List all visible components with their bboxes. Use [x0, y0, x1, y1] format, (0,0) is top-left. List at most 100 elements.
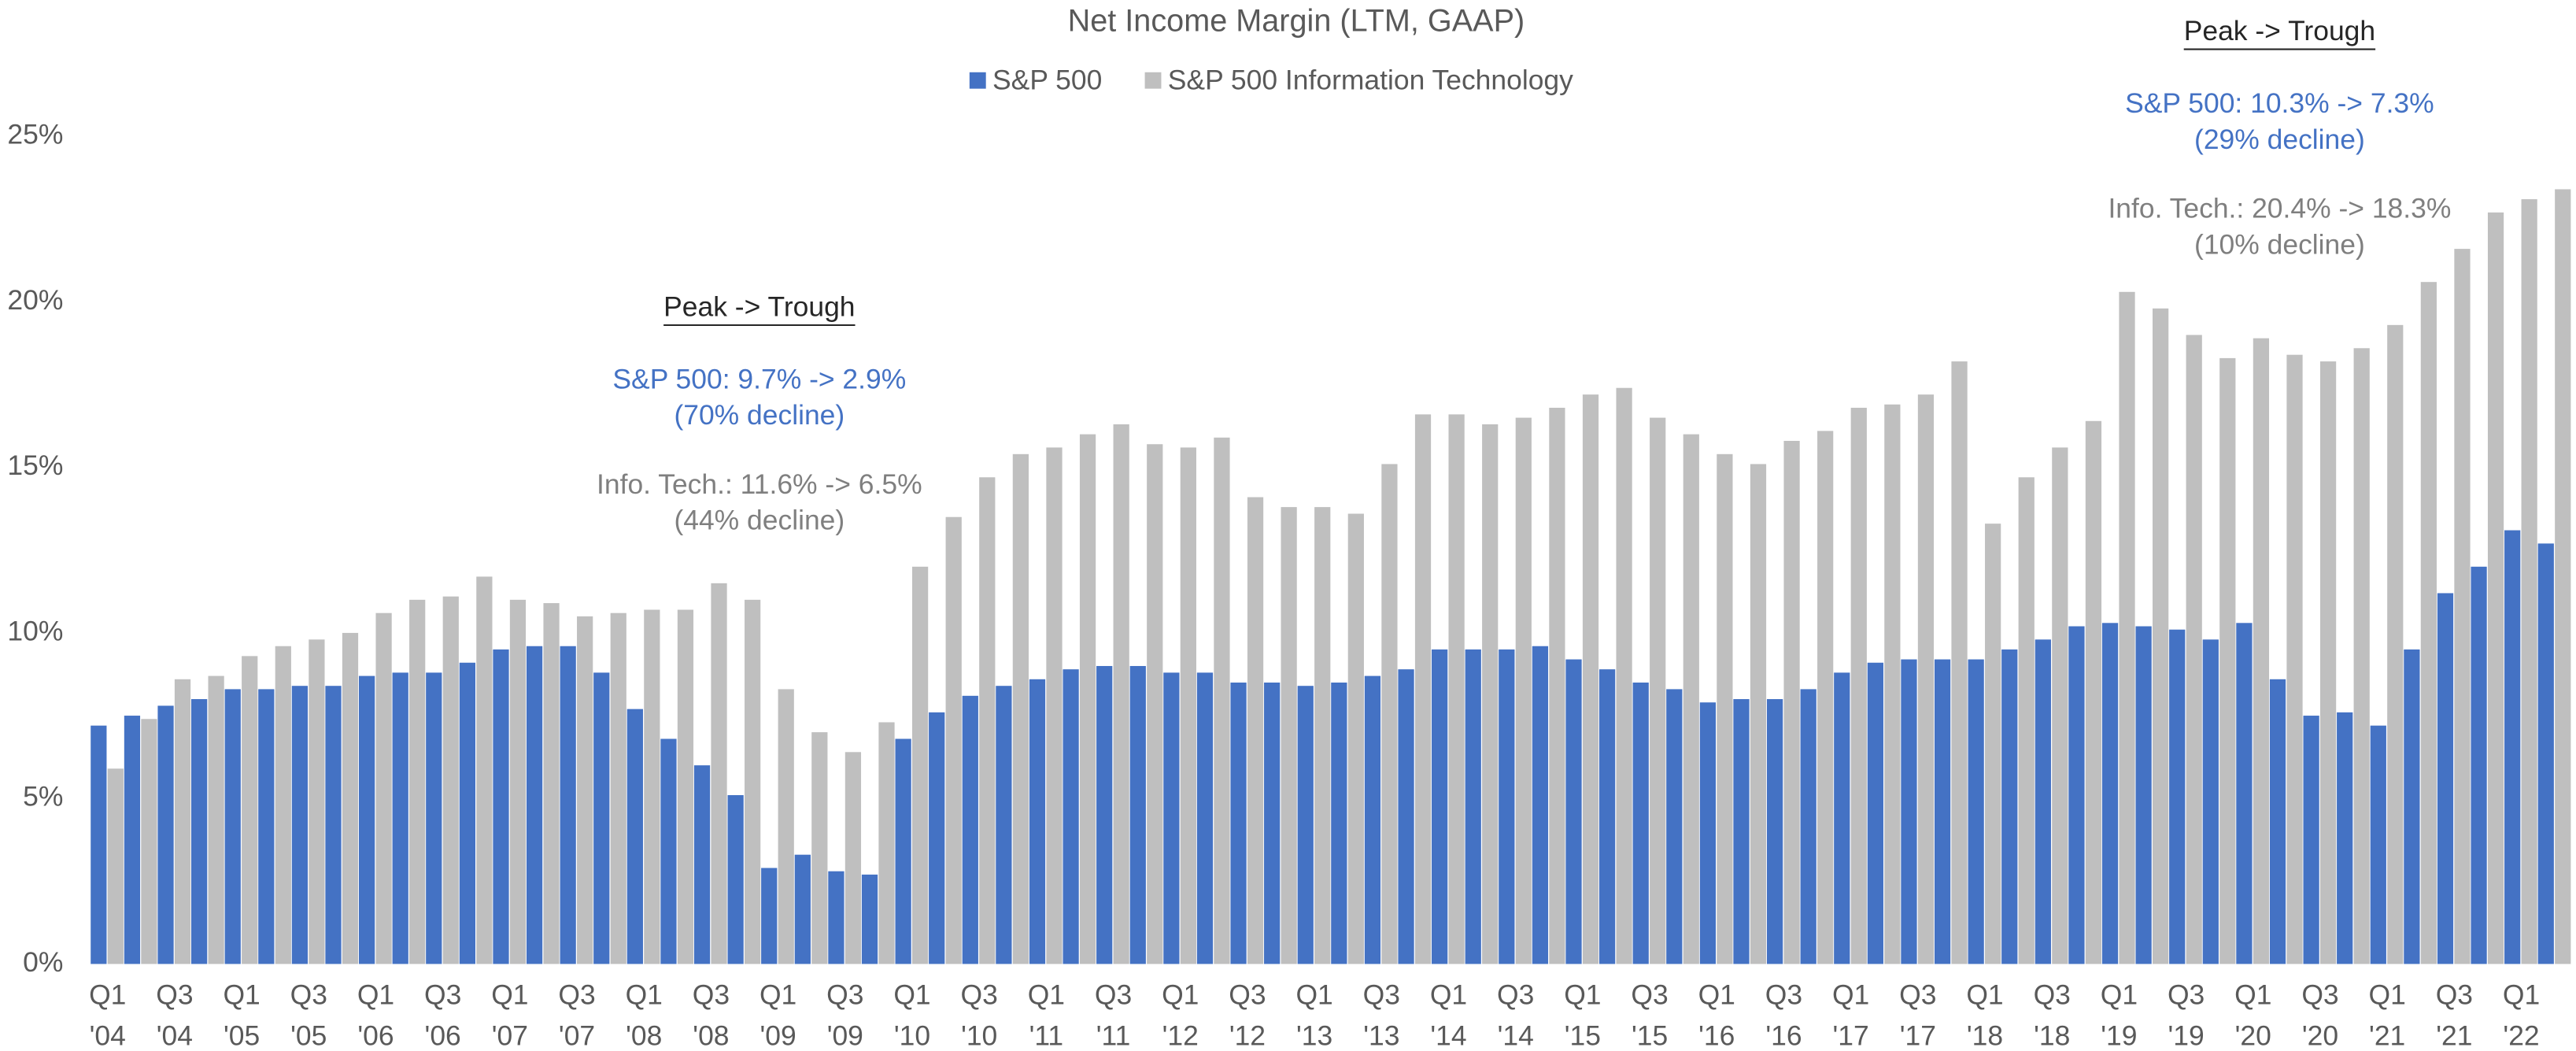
x-tick-label: Q3 — [424, 979, 461, 1011]
x-tick-label: '16 — [1765, 1020, 1802, 1051]
bar — [828, 871, 844, 964]
x-tick-label: Q3 — [961, 979, 998, 1011]
legend-swatch — [1144, 72, 1162, 89]
x-tick-label: '05 — [224, 1020, 260, 1051]
y-tick-label: 25% — [7, 118, 63, 150]
x-tick-label: '10 — [894, 1020, 930, 1051]
x-tick-label: '17 — [1900, 1020, 1936, 1051]
x-tick-label: Q3 — [1765, 979, 1802, 1011]
bar — [878, 722, 895, 964]
x-tick-label: '21 — [2436, 1020, 2472, 1051]
bar — [1884, 404, 1901, 964]
x-tick-label: '04 — [90, 1020, 126, 1051]
legend-label: S&P 500 Information Technology — [1168, 65, 1573, 96]
bar — [242, 656, 258, 964]
bar — [1582, 394, 1599, 964]
bar — [1414, 414, 1432, 964]
bar — [208, 675, 224, 964]
bar — [2437, 593, 2454, 964]
bar — [2387, 324, 2404, 964]
bar — [1817, 431, 1834, 964]
bar — [291, 686, 309, 964]
bar — [1901, 659, 1917, 964]
x-tick-label: '13 — [1296, 1020, 1332, 1051]
bar — [2152, 308, 2169, 964]
bar — [1549, 407, 1565, 964]
bar — [107, 768, 124, 964]
x-tick-label: Q1 — [2369, 979, 2406, 1011]
x-tick-label: '21 — [2369, 1020, 2405, 1051]
bar — [1214, 437, 1230, 964]
bar — [1465, 649, 1481, 964]
bar — [1917, 394, 1935, 964]
bar — [2068, 626, 2085, 964]
x-tick-label: Q3 — [1229, 979, 1266, 1011]
bar — [1565, 659, 1582, 964]
bar — [2219, 357, 2236, 964]
x-tick-label: Q1 — [1295, 979, 1332, 1011]
x-tick-label: '11 — [1029, 1020, 1064, 1051]
bar — [644, 609, 660, 964]
bar — [693, 765, 711, 964]
bar — [2454, 249, 2471, 964]
x-tick-label: Q3 — [1899, 979, 1936, 1011]
x-tick-label: Q3 — [156, 979, 193, 1011]
bar — [610, 612, 626, 964]
bar — [493, 649, 509, 964]
x-tick-label: Q1 — [1966, 979, 2003, 1011]
bar — [224, 689, 241, 964]
bar — [861, 874, 878, 964]
bar — [1046, 447, 1063, 964]
bar — [962, 695, 978, 964]
bar — [2253, 338, 2270, 964]
bar — [895, 738, 911, 964]
bar — [1331, 682, 1347, 964]
x-tick-label: '14 — [1430, 1020, 1466, 1051]
x-tick-label: Q3 — [2301, 979, 2338, 1011]
legend-label: S&P 500 — [992, 65, 1102, 96]
bar — [1482, 424, 1499, 964]
bar — [1834, 672, 1850, 964]
bar — [358, 675, 375, 964]
bar — [1247, 497, 1264, 964]
bar — [794, 854, 811, 964]
bar — [1147, 444, 1163, 964]
bar — [711, 583, 727, 964]
bar — [2370, 725, 2386, 964]
bar — [91, 725, 107, 964]
bar — [2319, 361, 2337, 964]
bar — [1532, 646, 1549, 964]
bar — [2186, 335, 2202, 964]
bar — [1632, 682, 1649, 964]
bar — [1281, 507, 1297, 964]
x-tick-label: Q1 — [1430, 979, 1467, 1011]
x-tick-label: '08 — [693, 1020, 729, 1051]
bar — [911, 566, 929, 964]
bar — [1968, 659, 1984, 964]
bar — [1934, 659, 1951, 964]
x-tick-label: '19 — [2168, 1020, 2204, 1051]
bar — [2555, 189, 2571, 964]
bar — [2353, 348, 2370, 964]
bar — [342, 632, 359, 964]
x-tick-label: Q3 — [2168, 979, 2205, 1011]
bar — [2085, 420, 2102, 964]
x-tick-label: '15 — [1632, 1020, 1668, 1051]
x-tick-label: '17 — [1833, 1020, 1869, 1051]
bar — [1230, 682, 1247, 964]
bar — [2521, 199, 2537, 964]
bar — [526, 646, 543, 964]
bar — [2404, 649, 2420, 964]
bar — [1314, 507, 1331, 964]
bar — [2420, 282, 2437, 964]
x-tick-label: '14 — [1498, 1020, 1534, 1051]
bar — [1951, 361, 1968, 964]
x-tick-label: '05 — [290, 1020, 327, 1051]
x-tick-label: '06 — [357, 1020, 394, 1051]
x-tick-label: Q3 — [558, 979, 595, 1011]
bar — [2236, 623, 2253, 964]
x-tick-label: Q1 — [1162, 979, 1199, 1011]
x-tick-label: Q1 — [2101, 979, 2138, 1011]
bar — [593, 672, 610, 964]
